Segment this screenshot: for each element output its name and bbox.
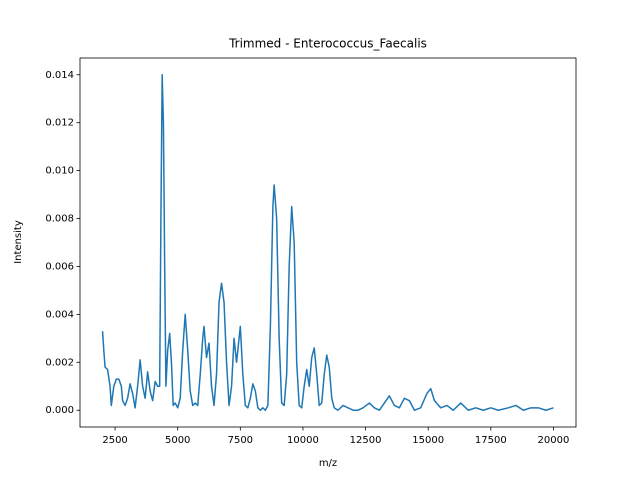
x-tick-label: 17500	[475, 435, 507, 446]
x-tick-label: 20000	[538, 435, 570, 446]
x-tick-label: 5000	[165, 435, 190, 446]
x-axis-label: m/z	[319, 458, 337, 469]
x-tick-label: 2500	[102, 435, 127, 446]
x-tick-label: 7500	[228, 435, 253, 446]
y-tick-label: 0.000	[45, 405, 74, 416]
y-tick-label: 0.012	[45, 118, 74, 129]
x-tick-label: 10000	[287, 435, 319, 446]
y-tick-label: 0.006	[45, 261, 74, 272]
chart-title: Trimmed - Enterococcus_Faecalis	[228, 37, 427, 51]
y-tick-label: 0.004	[45, 309, 74, 320]
x-tick-label: 15000	[412, 435, 444, 446]
y-tick-label: 0.010	[45, 166, 74, 177]
data-line	[101, 74, 554, 411]
y-tick-label: 0.014	[45, 70, 74, 81]
x-tick-label: 12500	[350, 435, 382, 446]
y-tick-label: 0.002	[45, 357, 74, 368]
plot-frame	[79, 57, 577, 428]
y-tick-label: 0.008	[45, 214, 74, 225]
y-axis-label: Intensity	[13, 220, 24, 264]
